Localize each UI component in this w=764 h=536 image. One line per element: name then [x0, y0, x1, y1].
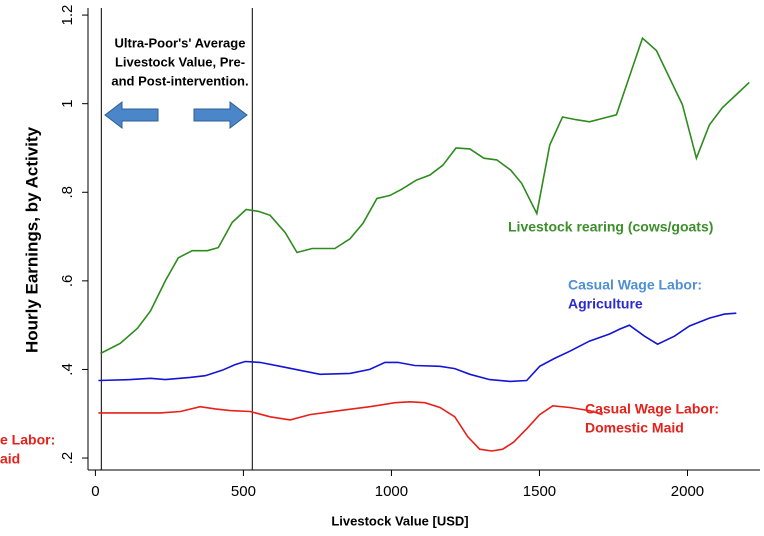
series-label: Livestock rearing (cows/goats) — [508, 219, 713, 235]
y-tick-label: 1 — [59, 100, 76, 108]
x-tick-label: 2000 — [671, 483, 704, 500]
arrow-right — [193, 100, 248, 130]
x-tick-label: 500 — [231, 483, 256, 500]
x-tick-label: 0 — [91, 483, 99, 500]
annotation: and Post-intervention. — [111, 73, 248, 88]
series-label: Casual Wage Labor: — [568, 277, 702, 293]
series-label: Casual Wage Labor: — [585, 401, 719, 417]
y-tick-label: .2 — [59, 452, 76, 465]
series-line — [98, 312, 737, 383]
y-axis-label: Hourly Earnings, by Activity — [22, 126, 41, 353]
series-label: Agriculture — [568, 296, 643, 312]
y-tick-label: .6 — [59, 275, 76, 288]
series-line — [98, 400, 603, 452]
y-tick-label: .4 — [59, 363, 76, 376]
x-tick-label: 1000 — [375, 483, 408, 500]
x-tick-label: 1500 — [523, 483, 556, 500]
y-tick-label: .8 — [59, 186, 76, 199]
arrow-left — [104, 100, 159, 130]
series-label: Domestic Maid — [585, 420, 684, 436]
series-line — [100, 36, 750, 355]
series-label: aid — [0, 451, 20, 467]
y-tick-label: 1.2 — [59, 5, 76, 26]
annotation: Ultra-Poor's' Average — [115, 35, 246, 50]
x-axis-label: Livestock Value [USD] — [331, 513, 468, 528]
series-label: e Labor: — [0, 432, 55, 448]
annotation: Livestock Value, Pre- — [115, 54, 245, 69]
